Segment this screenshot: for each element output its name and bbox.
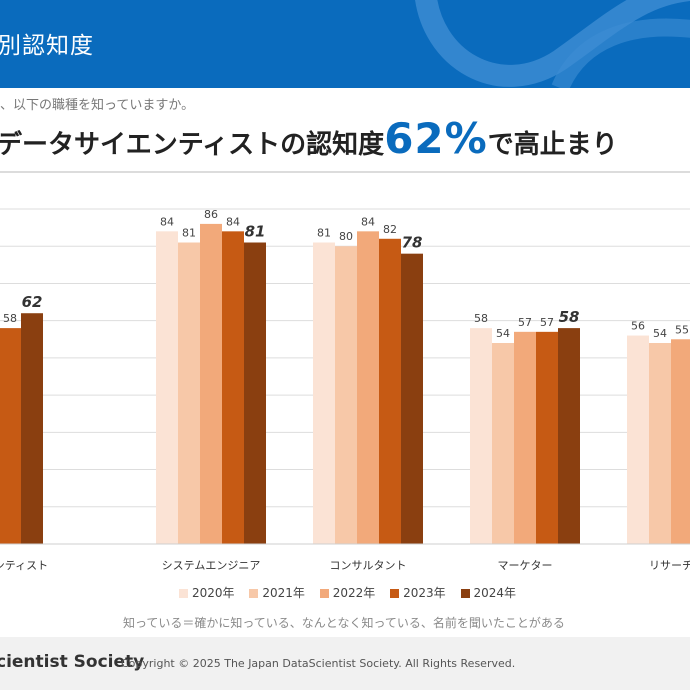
data-label: 54 xyxy=(496,327,510,340)
data-label: 57 xyxy=(540,316,554,329)
category-label: データサイエンティスト xyxy=(0,558,48,572)
bar xyxy=(401,253,423,544)
legend-label-2020: 2020年 xyxy=(192,586,235,600)
legend-swatch-2024 xyxy=(460,589,470,598)
divider xyxy=(0,171,690,173)
bar xyxy=(514,331,536,544)
data-label: 55 xyxy=(675,323,689,336)
category-label: リサーチャー xyxy=(649,559,690,572)
data-label: 84 xyxy=(226,215,240,228)
header-bar: 別認知度 xyxy=(0,0,690,88)
footer: cientist Society Copyright © 2025 The Ja… xyxy=(0,637,690,690)
bar xyxy=(627,335,649,544)
data-label: 58 xyxy=(3,312,17,325)
bar xyxy=(244,242,266,544)
data-label: 81 xyxy=(182,227,196,240)
data-label: 58 xyxy=(474,312,488,325)
data-label: 54 xyxy=(653,327,667,340)
data-label: 81 xyxy=(317,227,331,240)
data-label: 86 xyxy=(204,208,218,221)
legend-item-2020: 2020年 xyxy=(179,584,235,601)
bar xyxy=(536,331,558,544)
page-title: 別認知度 xyxy=(0,33,94,59)
society-logo: cientist Society xyxy=(0,652,145,672)
bar xyxy=(470,328,492,544)
data-label: 57 xyxy=(518,316,532,329)
legend-swatch-2020 xyxy=(179,589,188,598)
legend-item-2021: 2021年 xyxy=(249,584,305,601)
legend-item-2023: 2023年 xyxy=(390,584,446,601)
legend-label-2021: 2021年 xyxy=(262,586,305,600)
bar xyxy=(671,339,690,544)
bar xyxy=(222,231,244,545)
bar xyxy=(379,238,401,544)
legend-item-2022: 2022年 xyxy=(319,584,376,601)
headline-highlight: 62% xyxy=(384,114,488,163)
category-label: コンサルタント xyxy=(330,559,407,572)
bar xyxy=(649,343,671,544)
legend-item-2024: 2024年 xyxy=(460,584,517,601)
data-label: 62 xyxy=(22,293,43,311)
chart-legend: 2020年 2021年 2022年 2023年 2024年 xyxy=(179,584,527,601)
bar xyxy=(335,246,357,544)
bar xyxy=(200,223,222,544)
headline-suffix: で高止まり xyxy=(487,130,618,160)
legend-label-2022: 2022年 xyxy=(332,586,376,600)
data-label: 56 xyxy=(631,320,645,333)
category-label: システムエンジニア xyxy=(162,559,261,572)
data-label: 84 xyxy=(160,215,174,228)
legend-label-2023: 2023年 xyxy=(403,586,446,600)
data-label: 78 xyxy=(402,234,423,252)
header-decoration xyxy=(415,0,690,88)
legend-swatch-2021 xyxy=(249,589,259,598)
headline: データサイエンティストの認知度62%で高止まり xyxy=(0,114,618,163)
bar xyxy=(492,343,514,544)
data-label: 58 xyxy=(559,308,580,326)
bar xyxy=(313,242,335,544)
bar xyxy=(357,231,379,545)
bar xyxy=(178,242,200,544)
data-label: 84 xyxy=(361,215,375,228)
copyright-text: Copyright © 2025 The Japan DataScientist… xyxy=(121,657,516,670)
bar xyxy=(0,328,21,544)
legend-label-2024: 2024年 xyxy=(473,586,517,600)
bar xyxy=(156,231,178,545)
legend-swatch-2022 xyxy=(319,589,329,598)
footnote: 知っている＝確かに知っている、なんとなく知っている、名前を聞いたことがある xyxy=(123,616,565,630)
survey-question: 、以下の職種を知っていますか。 xyxy=(0,98,195,113)
headline-text: データサイエンティストの認知度 xyxy=(0,130,385,160)
legend-swatch-2023 xyxy=(390,589,400,598)
bar-chart: 54535862データサイエンティスト8481868481システムエンジニア81… xyxy=(0,208,690,572)
category-label: マーケター xyxy=(498,559,553,572)
data-label: 81 xyxy=(245,223,266,241)
data-label: 82 xyxy=(383,223,397,236)
bar xyxy=(558,328,580,544)
bar xyxy=(21,313,43,544)
data-label: 80 xyxy=(339,230,353,243)
